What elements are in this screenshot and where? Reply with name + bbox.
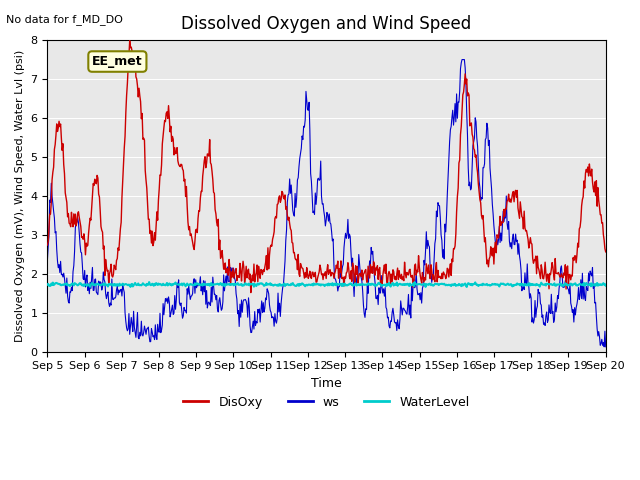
Legend: DisOxy, ws, WaterLevel: DisOxy, ws, WaterLevel [179,391,475,414]
Title: Dissolved Oxygen and Wind Speed: Dissolved Oxygen and Wind Speed [181,15,472,33]
X-axis label: Time: Time [311,377,342,390]
Text: No data for f_MD_DO: No data for f_MD_DO [6,14,124,25]
Text: EE_met: EE_met [92,55,143,68]
Y-axis label: Dissolved Oxygen (mV), Wind Speed, Water Lvl (psi): Dissolved Oxygen (mV), Wind Speed, Water… [15,50,25,342]
